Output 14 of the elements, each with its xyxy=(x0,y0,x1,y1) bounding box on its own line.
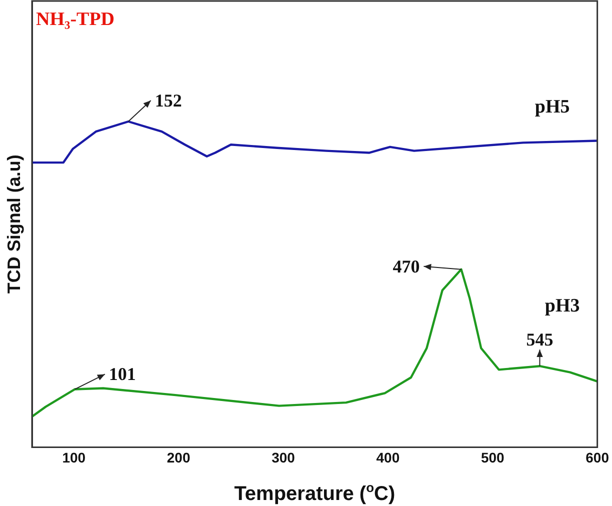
x-tick-label: 500 xyxy=(480,449,505,466)
x-tick-label: 600 xyxy=(586,449,610,466)
x-tick-label: 400 xyxy=(376,449,400,466)
annotation: 470 xyxy=(392,256,420,276)
annotation: 101 xyxy=(108,364,136,384)
annotation: 152 xyxy=(154,90,182,111)
x-tick-label: 100 xyxy=(62,449,86,466)
x-tick-label: 200 xyxy=(166,449,190,466)
series-label: pH5 xyxy=(534,96,570,118)
y-axis-title: TCD Signal (a.u) xyxy=(4,154,24,294)
chart-title: NH₃-TPD xyxy=(36,9,115,30)
text: pH3 xyxy=(544,295,580,316)
annotation: 545 xyxy=(526,330,554,350)
x-tick-label: 300 xyxy=(272,449,296,466)
